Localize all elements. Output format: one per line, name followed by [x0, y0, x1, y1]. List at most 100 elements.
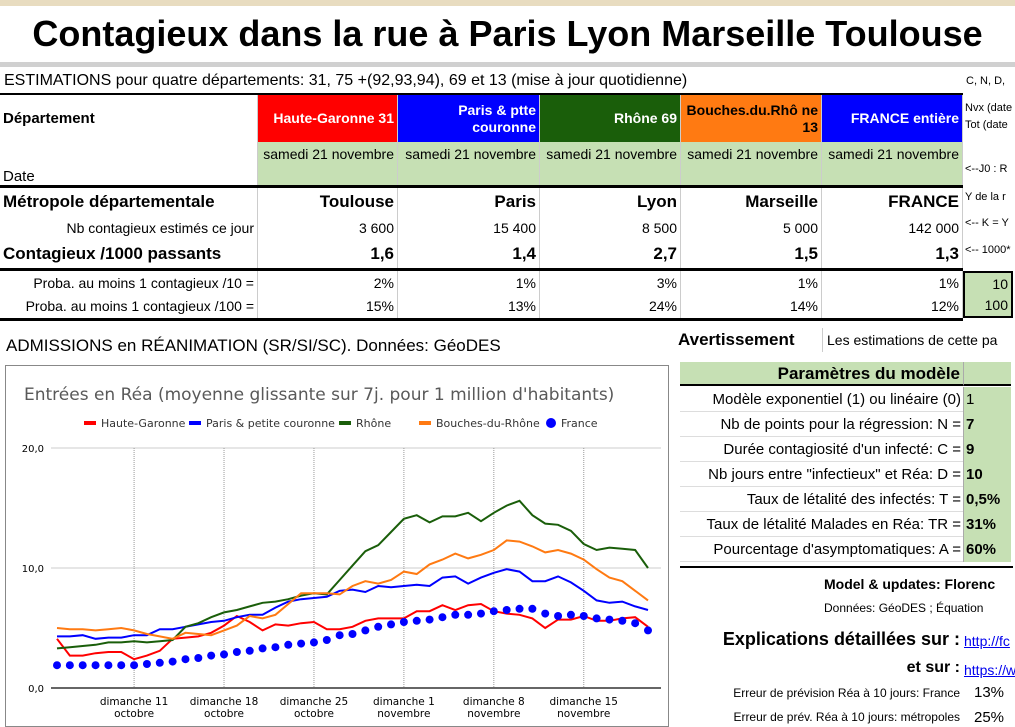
per1000-cell[interactable]: 1,3 [822, 240, 963, 268]
data-point-france [541, 609, 550, 618]
p100-cell[interactable]: 12% [822, 294, 963, 318]
avertissement-text: Les estimations de cette pa [822, 328, 1015, 352]
nb-cell[interactable]: 142 000 [822, 215, 963, 240]
legend-label: Bouches-du-Rhône [436, 417, 540, 430]
per1000-label[interactable]: Contagieux /1000 passants [0, 240, 258, 268]
side-note: <-- K = Y [965, 217, 1009, 229]
p10-cell[interactable]: 1% [681, 271, 822, 294]
date-cell[interactable]: samedi 21 novembre [822, 142, 963, 185]
param-label: Taux de létalité des infectés: T = [680, 487, 963, 512]
nb-cell[interactable]: 5 000 [681, 215, 822, 240]
divider [0, 185, 963, 188]
legend-marker [84, 421, 96, 425]
data-point-france [579, 612, 588, 620]
metro-cell[interactable]: Marseille [681, 188, 822, 215]
data-point-france [322, 636, 331, 644]
data-point-france [399, 618, 408, 626]
metro-cell[interactable]: FRANCE [822, 188, 963, 215]
data-point-france [258, 644, 267, 653]
side-note: C, N, D, [966, 75, 1006, 87]
date-cell[interactable]: samedi 21 novembre [398, 142, 540, 185]
per1000-cell[interactable]: 1,4 [398, 240, 540, 268]
param-value[interactable]: 0,5% [963, 487, 1011, 512]
p100-n[interactable]: 100 [963, 294, 1013, 318]
p10-cell[interactable]: 1% [398, 271, 540, 294]
error-metro-value: 25% [974, 709, 1005, 726]
p10-label[interactable]: Proba. au moins 1 contagieux /10 = [0, 271, 258, 294]
et-sur-link[interactable]: https://w [964, 662, 1015, 678]
legend-marker [339, 421, 351, 425]
date-label[interactable]: Date [0, 142, 258, 185]
explications-link[interactable]: http://fc [964, 633, 1010, 649]
side-note: Nvx (date [965, 102, 1013, 114]
nb-label[interactable]: Nb contagieux estimés ce jour [0, 215, 258, 240]
data-point-france [451, 610, 460, 619]
per1000-cell[interactable]: 2,7 [540, 240, 681, 268]
p100-cell[interactable]: 13% [398, 294, 540, 318]
metro-label[interactable]: Métropole départementale [0, 188, 258, 215]
param-value[interactable]: 7 [963, 412, 1011, 437]
param-value[interactable]: 1 [963, 387, 1011, 412]
p10-cell[interactable]: 3% [540, 271, 681, 294]
data-point-france [297, 639, 306, 648]
metro-cell[interactable]: Toulouse [258, 188, 398, 215]
date-cell[interactable]: samedi 21 novembre [681, 142, 822, 185]
data-point-france [335, 631, 344, 640]
y-tick-label: 20,0 [22, 444, 44, 455]
metro-cell[interactable]: Paris [398, 188, 540, 215]
legend-marker [189, 421, 201, 425]
params-title: Paramètres du modèle [680, 362, 963, 386]
chart-container[interactable]: Entrées en Réa (moyenne glissante sur 7j… [5, 365, 669, 727]
x-tick-label: dimanche 8 [463, 696, 525, 708]
dept-header[interactable]: FRANCE entière [822, 95, 963, 142]
x-tick-label: dimanche 11 [100, 696, 169, 708]
date-cell[interactable]: samedi 21 novembre [258, 142, 398, 185]
data-point-france [387, 620, 396, 629]
p100-cell[interactable]: 14% [681, 294, 822, 318]
per1000-cell[interactable]: 1,6 [258, 240, 398, 268]
param-value[interactable]: 31% [963, 512, 1011, 537]
param-value[interactable]: 9 [963, 437, 1011, 462]
data-point-france [515, 604, 524, 613]
dept-header[interactable]: Rhône 69 [540, 95, 681, 142]
data-point-france [566, 610, 575, 619]
p10-cell[interactable]: 1% [822, 271, 963, 294]
data-point-france [412, 616, 421, 625]
x-tick-label: octobre [114, 708, 154, 720]
data-point-france [91, 661, 100, 670]
data-point-france [644, 626, 652, 635]
error-metro-label: Erreur de prév. Réa à 10 jours: métropol… [733, 710, 960, 724]
date-cell[interactable]: samedi 21 novembre [540, 142, 681, 185]
legend-marker [419, 421, 431, 425]
p10-n[interactable]: 10 [963, 271, 1013, 294]
dept-header[interactable]: Bouches.du.Rhô ne 13 [681, 95, 822, 142]
dept-label[interactable]: Département [0, 95, 258, 142]
nb-cell[interactable]: 8 500 [540, 215, 681, 240]
param-value[interactable]: 60% [963, 537, 1011, 562]
p10-cell[interactable]: 2% [258, 271, 398, 294]
param-label: Nb de points pour la régression: N = [680, 412, 963, 437]
p100-cell[interactable]: 24% [540, 294, 681, 318]
p100-label[interactable]: Proba. au moins 1 contagieux /100 = [0, 294, 258, 318]
error-france-value: 13% [974, 684, 1005, 701]
dept-header[interactable]: Haute-Garonne 31 [258, 95, 398, 142]
legend-label: Rhône [356, 417, 391, 430]
metro-cell[interactable]: Lyon [540, 188, 681, 215]
data-point-france [464, 610, 473, 619]
p100-cell[interactable]: 15% [258, 294, 398, 318]
chart: Entrées en Réa (moyenne glissante sur 7j… [22, 385, 661, 720]
nb-cell[interactable]: 3 600 [258, 215, 398, 240]
data-point-france [168, 657, 177, 666]
dept-header[interactable]: Paris & ptte couronne [398, 95, 540, 142]
model-updates: Model & updates: Florenc [824, 576, 996, 592]
nb-cell[interactable]: 15 400 [398, 215, 540, 240]
chart-title: Entrées en Réa (moyenne glissante sur 7j… [24, 385, 614, 405]
param-value[interactable]: 10 [963, 462, 1011, 487]
data-point-france [425, 615, 434, 624]
series-line-rh-ne [56, 499, 649, 650]
x-tick-label: dimanche 1 [373, 696, 435, 708]
x-tick-label: novembre [557, 708, 610, 720]
data-point-france [502, 606, 511, 614]
data-point-france [618, 616, 627, 625]
per1000-cell[interactable]: 1,5 [681, 240, 822, 268]
